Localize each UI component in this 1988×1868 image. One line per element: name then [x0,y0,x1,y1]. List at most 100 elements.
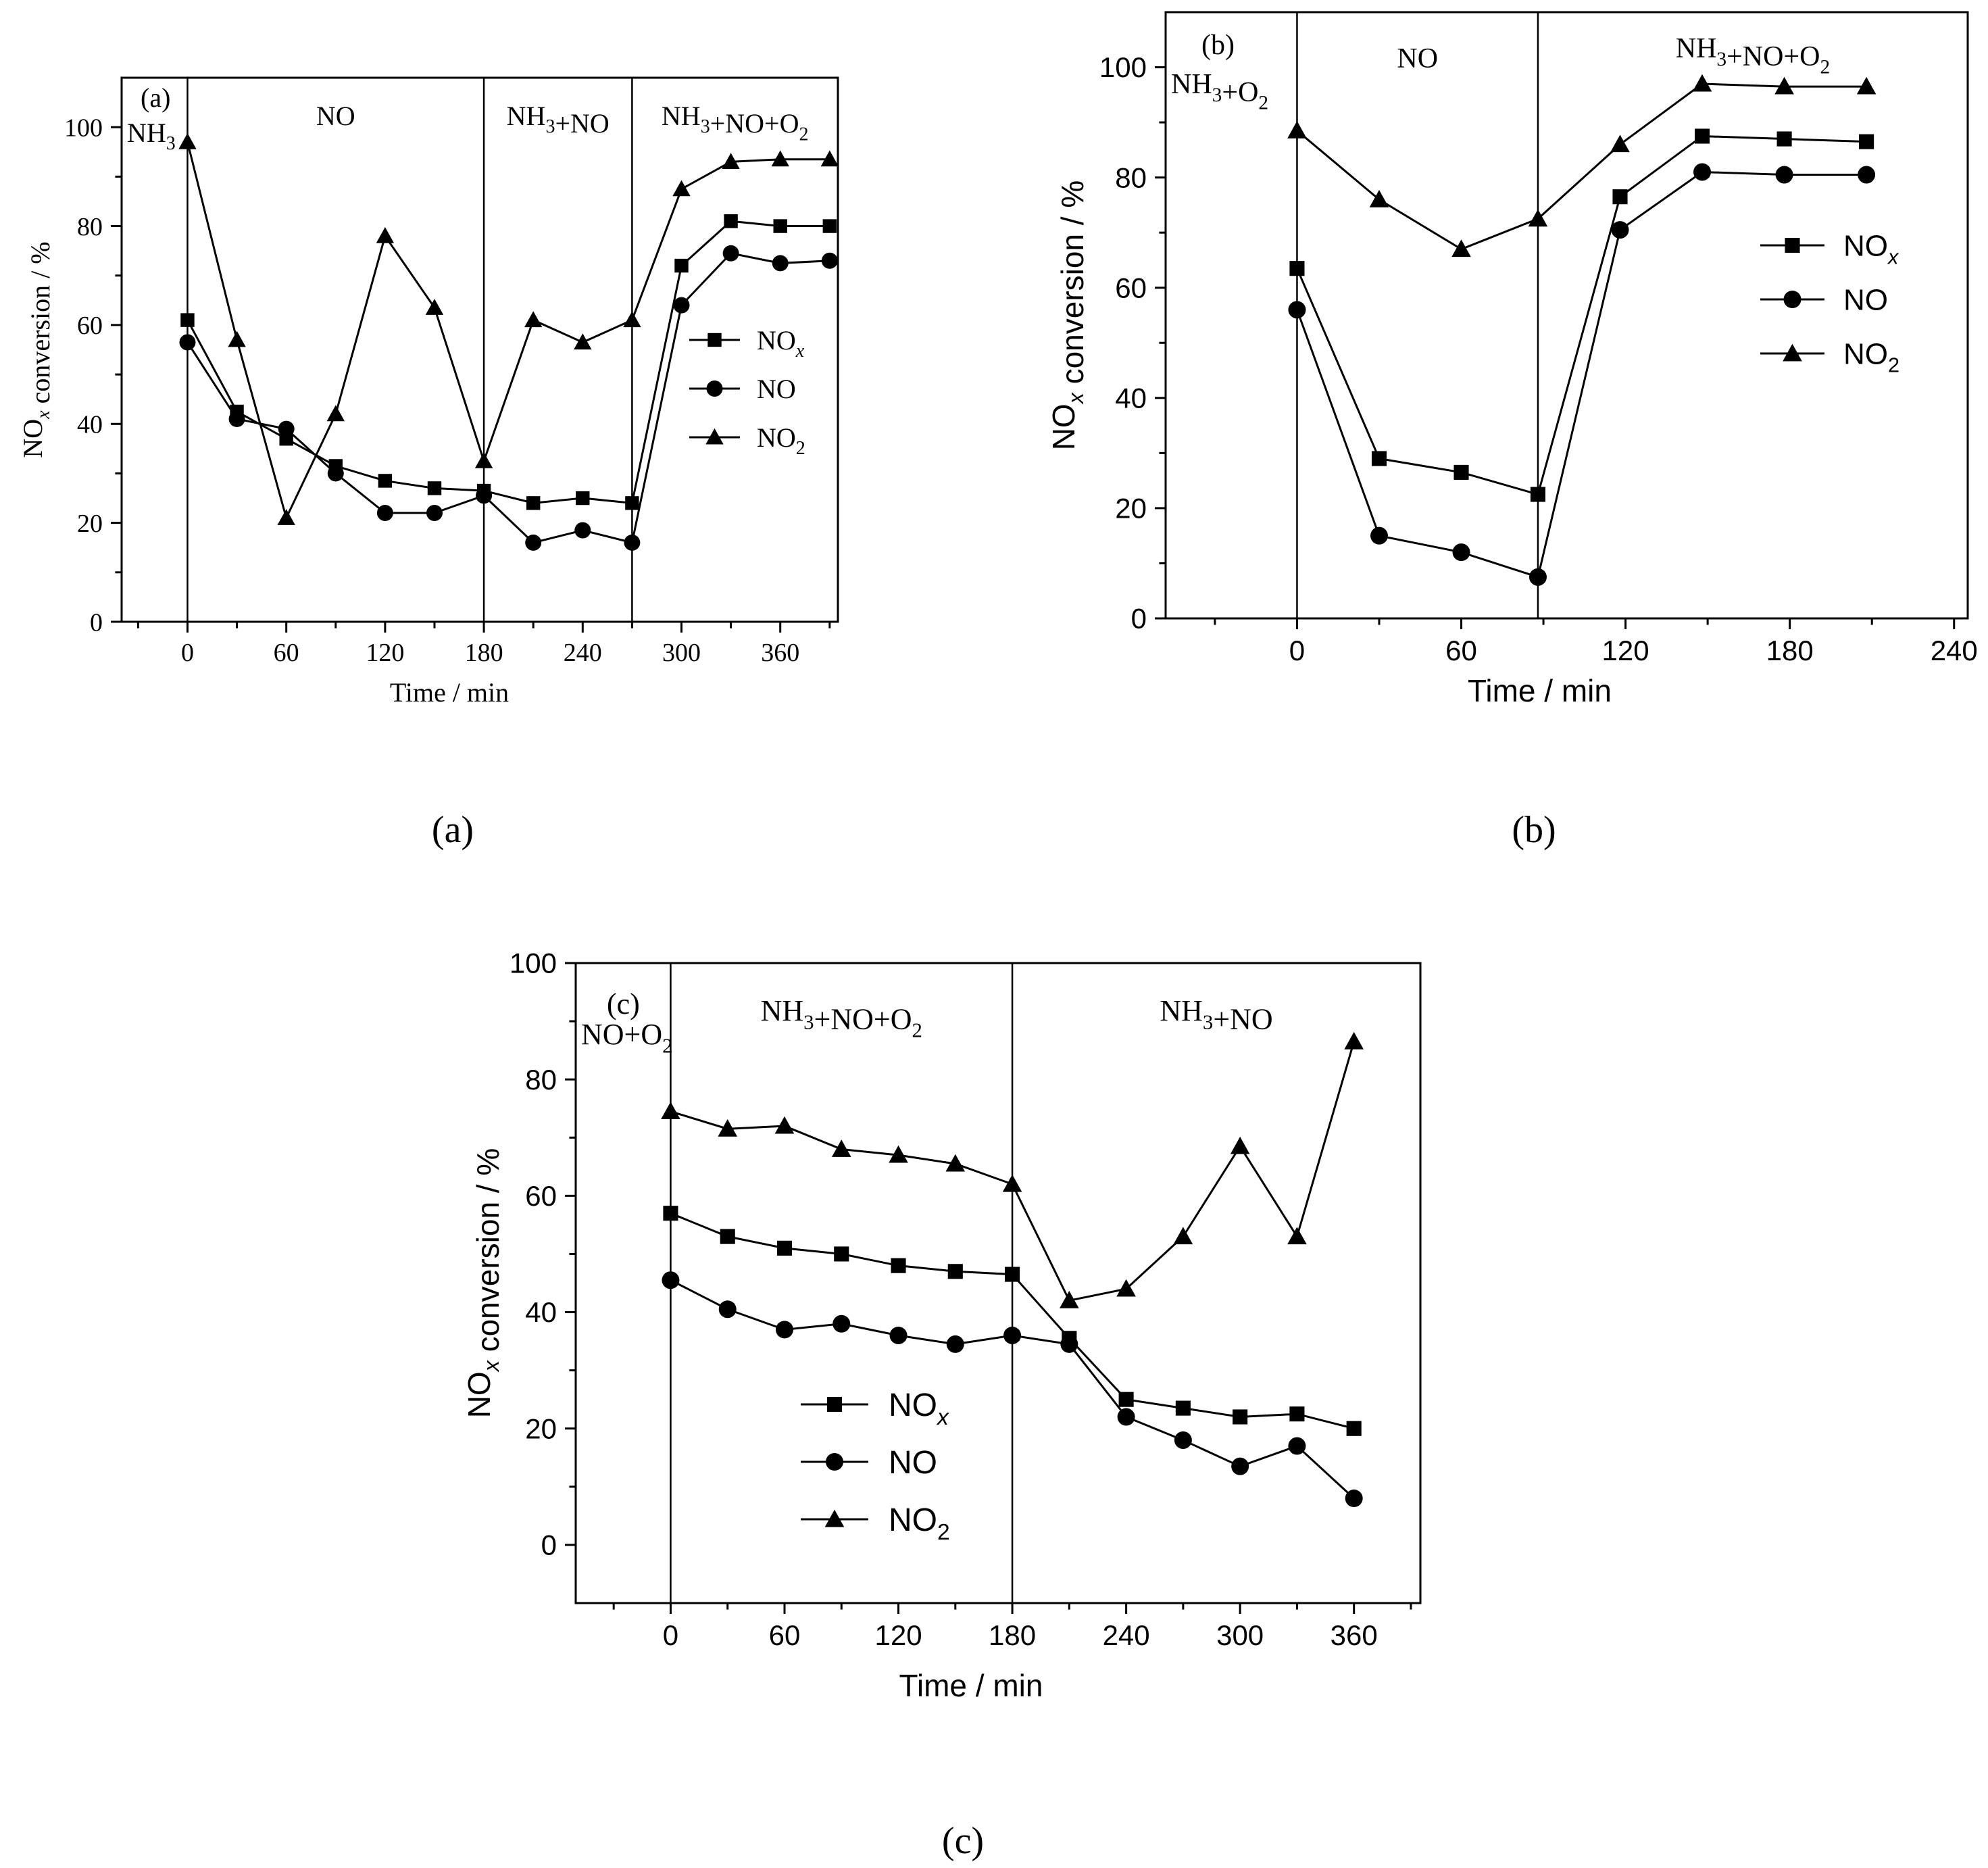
data-point [661,1102,680,1119]
data-point [1610,134,1630,153]
data-point [1289,1406,1305,1422]
legend-marker [1785,237,1800,253]
legend-marker [826,1396,843,1412]
data-point [1451,239,1471,257]
y-axis-label: NOx conversion / % [18,241,55,458]
data-point [1002,1174,1022,1192]
y-tick-label: 20 [77,510,103,538]
data-point [1346,1421,1362,1436]
data-point [327,465,344,482]
data-point [474,451,493,468]
x-tick-label: 300 [1216,1619,1264,1651]
legend: NOx NO NO2 [689,325,805,459]
phase-label: NH3+NO+O2 [1676,33,1830,78]
data-point [1060,1291,1079,1308]
data-point [1233,1409,1248,1425]
y-tick-label: 0 [541,1529,557,1561]
panel-inner-label: (a) [141,82,170,113]
data-point [722,153,740,169]
y-tick-label: 40 [1115,383,1147,414]
data-point [1175,1400,1191,1416]
data-point [1005,1267,1020,1282]
data-point [574,333,592,350]
data-point [1288,301,1306,319]
x-tick-label: 60 [1445,635,1477,666]
x-tick-label: 240 [564,639,602,667]
series-line [1296,82,1867,251]
legend-label: NOx [1843,229,1899,268]
data-point [1287,121,1307,139]
data-point [1453,464,1469,480]
x-tick-label: 180 [989,1619,1036,1651]
data-point [718,1300,737,1319]
data-point [476,487,493,504]
series-no [1288,163,1876,586]
y-tick-label: 100 [1099,51,1147,83]
data-point [278,420,295,437]
x-tick-label: 120 [1602,635,1649,666]
series-no [662,1271,1363,1508]
data-point [376,505,393,521]
data-point [772,255,789,272]
x-axis-label: Time / min [390,677,509,708]
y-tick-label: 80 [525,1064,557,1096]
data-point [425,299,444,315]
phase-label: NH3+NO [1160,994,1272,1035]
series-line [187,141,830,521]
x-tick-label: 180 [465,639,503,667]
data-point [1530,487,1546,502]
x-tick-label: 60 [274,639,299,667]
data-point [574,522,591,539]
panel-inner-label: (c) [607,987,640,1021]
y-tick-label: 60 [525,1180,557,1212]
data-point [718,1119,738,1137]
legend: NOx NO NO2 [801,1387,950,1545]
series-line [1296,170,1867,579]
panel-caption-a: (a) [432,809,474,851]
data-point [1370,526,1388,545]
data-point [1856,76,1877,95]
data-point [1611,221,1629,239]
data-point [228,330,246,347]
data-point [179,334,196,351]
series-nox [1289,128,1874,502]
data-point [891,1258,906,1273]
data-point [576,491,590,506]
data-point [624,534,641,551]
data-point [1344,1031,1364,1050]
panel-caption-c: (c) [942,1820,984,1862]
data-point [1060,1335,1078,1353]
y-tick-label: 60 [1115,272,1147,303]
panel-caption-b: (b) [1512,809,1556,851]
x-tick-label: 0 [663,1619,678,1651]
data-point [1231,1457,1249,1475]
x-axis-label: Time / min [1468,673,1612,708]
data-point [426,505,443,521]
y-tick-label: 40 [525,1296,557,1328]
plot-frame [1164,11,1969,620]
x-tick-label: 360 [1331,1619,1378,1651]
x-axis-label: Time / min [899,1668,1043,1703]
legend-label: NOx [889,1387,949,1430]
legend-label: NO [1843,283,1888,316]
x-tick-label: 180 [1766,635,1814,666]
series-no [179,245,838,551]
legend-marker [824,1509,845,1527]
legend-label: NO2 [1843,337,1899,376]
x-tick-label: 120 [874,1619,922,1651]
data-point [180,313,195,327]
legend-marker [1783,291,1801,308]
x-tick-label: 0 [181,639,194,667]
x-tick-label: 240 [1103,1619,1150,1651]
data-point [1288,1437,1306,1455]
data-point [1452,543,1470,562]
series-line [187,220,830,504]
data-point [1612,189,1628,205]
data-point [1173,1227,1193,1245]
data-point [946,1335,964,1353]
chart-panel-c: 0 60 120 180 240 300 360 0 20 40 60 80 100 Time / min… [462,948,1422,1703]
legend-marker [706,380,723,397]
y-tick-label: 60 [77,312,103,340]
panel-inner-label: (b) [1201,30,1235,61]
data-point [1692,74,1712,92]
